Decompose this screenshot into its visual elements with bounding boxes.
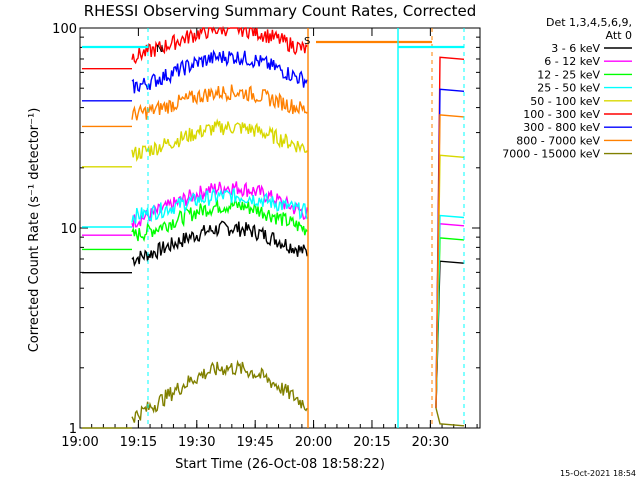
y-tick-label: 1: [69, 422, 77, 437]
series-line: [131, 118, 308, 162]
legend-entry-label: 300 - 800 keV: [523, 121, 600, 134]
legend-entry-label: 7000 - 15000 keV: [502, 148, 600, 161]
legend-entry-label: 12 - 25 keV: [537, 68, 600, 81]
legend-entry-label: 6 - 12 keV: [544, 55, 600, 68]
legend-header: Det 1,3,4,5,6,9,: [546, 16, 632, 29]
legend-entry-label: 100 - 300 keV: [523, 108, 600, 121]
x-tick-label: 19:45: [236, 435, 273, 450]
x-tick-label: 20:15: [353, 435, 390, 450]
x-tick-label: 20:30: [412, 435, 449, 450]
plot-axes: 19:00 19:15 19:30 19:45 20:00 20:15 20:30 1 10 10…: [52, 22, 481, 450]
legend-entry-label: 25 - 50 keV: [537, 82, 600, 95]
series-line: [131, 49, 308, 94]
x-tick-label: 19:30: [178, 435, 215, 450]
y-tick-label: 10: [60, 222, 77, 237]
x-tick-label: 20:00: [295, 435, 332, 450]
series-line-end: [435, 407, 465, 427]
series-7000-15000-kev: [82, 359, 465, 429]
legend-entry-label: 3 - 6 keV: [551, 42, 600, 55]
x-tick-label: 19:15: [120, 435, 157, 450]
series-line: [131, 84, 308, 121]
legend-header: Att 0: [606, 29, 632, 42]
y-axis-label: Corrected Count Rate (s⁻¹ detector⁻¹): [27, 108, 42, 353]
series-line: [131, 196, 308, 243]
series-line: [131, 359, 308, 423]
y-tick-label: 100: [52, 22, 77, 37]
series-line: [131, 187, 308, 224]
x-tick-label: 19:00: [61, 435, 98, 450]
saa-marker-label: S: [304, 36, 310, 47]
series-line: [131, 220, 308, 267]
chart-title: RHESSI Observing Summary Count Rates, Co…: [84, 2, 477, 20]
series-line-end: [435, 114, 465, 409]
legend-entry-label: 50 - 100 keV: [530, 95, 600, 108]
series-line: [131, 25, 308, 65]
x-axis-label: Start Time (26-Oct-08 18:58:22): [175, 457, 385, 472]
generated-timestamp: 15-Oct-2021 18:54: [560, 469, 636, 478]
series-layer: NS: [82, 25, 465, 429]
legend-entry-label: 800 - 7000 keV: [516, 134, 600, 147]
series-800-7000-kev: [82, 84, 465, 409]
night-marker-label: N: [156, 44, 163, 55]
